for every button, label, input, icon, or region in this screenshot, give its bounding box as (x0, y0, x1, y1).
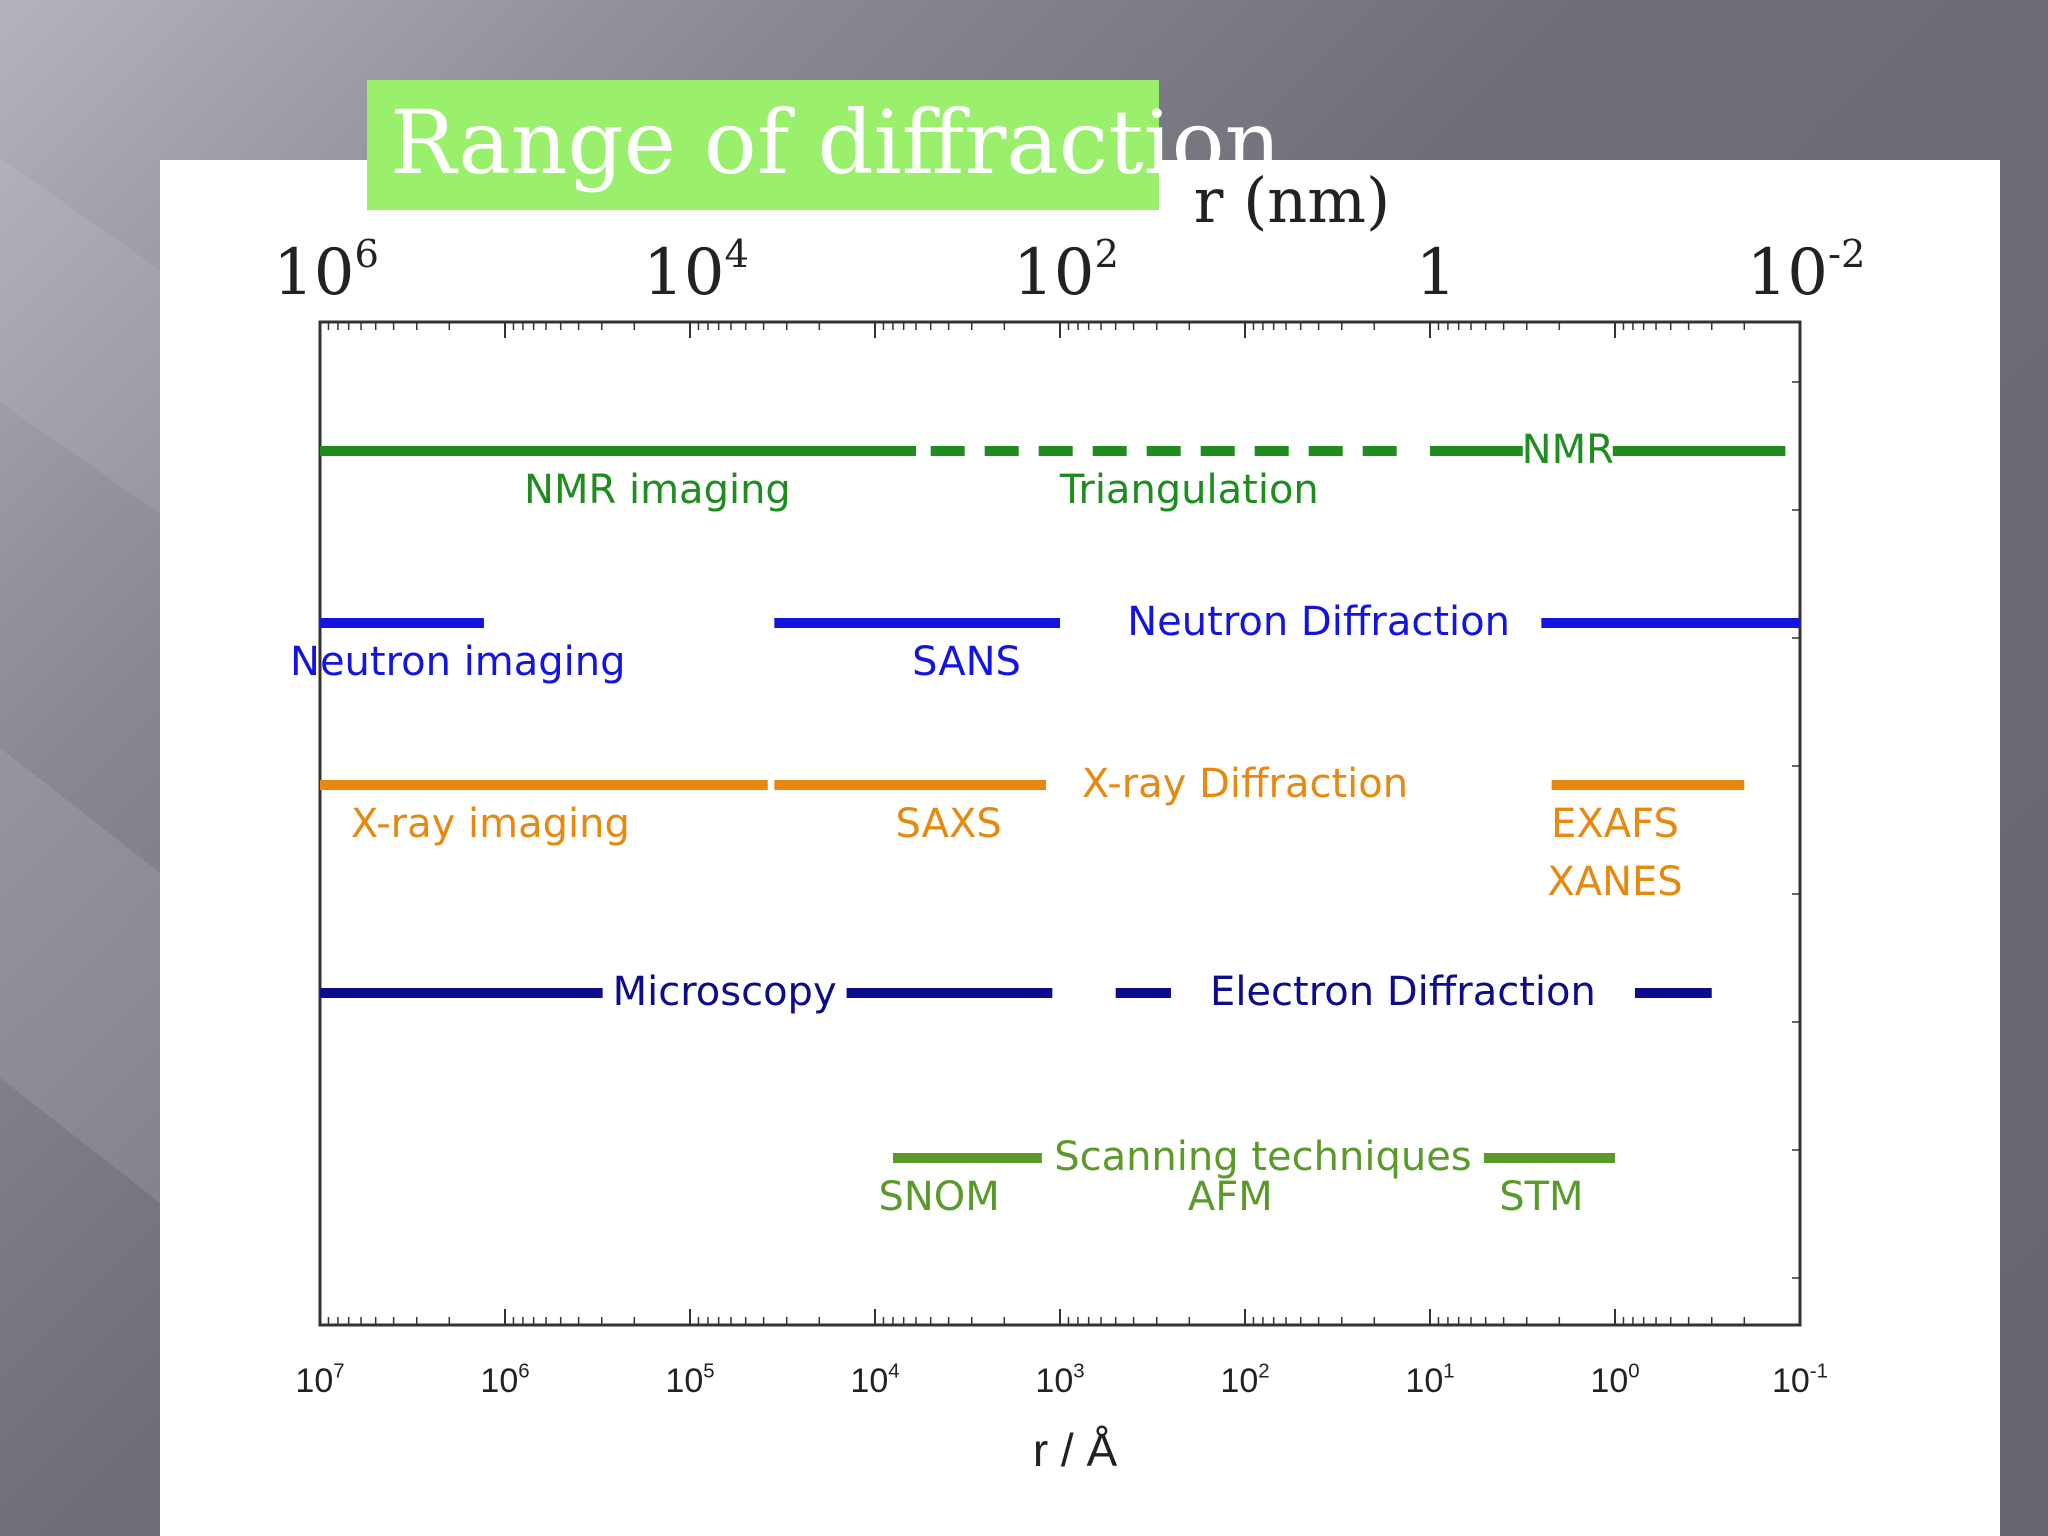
label-gap (602, 969, 847, 1017)
scanning-technique-label: STM (1499, 1174, 1583, 1220)
xray-technique-label: XANES (1547, 859, 1682, 905)
top-tick-label: 102 (1013, 232, 1119, 310)
bottom-tick-label: 10-1 (1772, 1361, 1828, 1400)
scanning-technique-label: AFM (1188, 1174, 1273, 1220)
xray-technique-label: X-ray imaging (351, 801, 630, 847)
title-highlight-box (367, 80, 1159, 210)
bottom-tick-label: 102 (1220, 1361, 1269, 1400)
bottom-tick-label: 105 (665, 1361, 714, 1400)
bottom-tick-label: 104 (850, 1361, 899, 1400)
label-gap (1522, 427, 1613, 475)
neutron-technique-label: Neutron Diffraction (1127, 599, 1510, 645)
label-gap (1170, 969, 1635, 1017)
xray-technique-label: EXAFS (1551, 801, 1679, 847)
neutron-technique-label: Neutron imaging (290, 639, 626, 685)
label-gap (1097, 599, 1540, 647)
slide-content-panel (160, 160, 2000, 1536)
bottom-tick-label: 107 (295, 1361, 344, 1400)
xray-technique-label: SAXS (895, 801, 1001, 847)
electron-technique-label: Microscopy (613, 969, 837, 1015)
bottom-tick-label: 100 (1590, 1361, 1639, 1400)
bottom-tick-label: 103 (1035, 1361, 1084, 1400)
top-tick-label: 106 (273, 232, 379, 310)
scanning-technique-label: SNOM (878, 1174, 999, 1220)
top-tick-label: 10-2 (1747, 232, 1866, 310)
xray-technique-label: X-ray Diffraction (1082, 761, 1408, 807)
top-tick-label: 104 (643, 232, 749, 310)
label-gap (1046, 761, 1444, 809)
top-axis-label: r (nm) (1194, 164, 1390, 237)
bottom-axis-label: r / Å (1033, 1424, 1118, 1476)
slide-title: Range of diffraction (390, 91, 1282, 194)
neutron-technique-label: SANS (912, 639, 1021, 685)
label-gap (1041, 1134, 1484, 1182)
scanning-technique-label: Scanning techniques (1054, 1134, 1471, 1180)
nmr-technique-label: NMR (1522, 427, 1614, 473)
top-tick-label: 1 (1416, 236, 1457, 310)
nmr-technique-label: Triangulation (1059, 467, 1319, 513)
electron-technique-label: Electron Diffraction (1210, 969, 1596, 1015)
bottom-tick-label: 101 (1405, 1361, 1454, 1400)
bottom-tick-label: 106 (480, 1361, 529, 1400)
nmr-technique-label: NMR imaging (524, 467, 791, 513)
